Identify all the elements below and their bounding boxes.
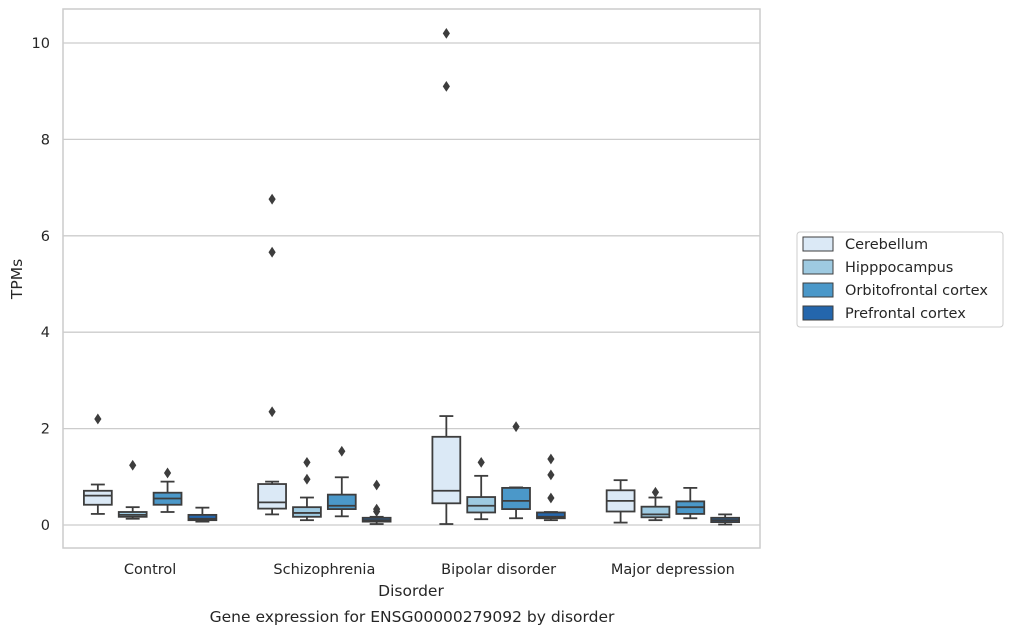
outlier-point xyxy=(477,456,485,468)
x-axis-label: Disorder xyxy=(378,582,444,600)
legend-swatch xyxy=(802,282,834,298)
box-cerebellum-bipolar-disorder xyxy=(431,27,462,525)
box-iqr xyxy=(640,505,671,519)
outlier-point xyxy=(163,467,172,479)
outlier-point xyxy=(373,503,381,515)
outlier-point xyxy=(94,413,102,425)
outlier-point xyxy=(129,459,137,471)
y-tick-label: 4 xyxy=(41,325,50,341)
legend: Cerebellum Hipppocampus Orbitofrontal cort… xyxy=(796,231,1004,328)
box-hipppocampus-major-depression xyxy=(640,486,671,522)
y-tick-label: 10 xyxy=(32,36,50,52)
legend-item: Orbitofrontal cortex xyxy=(802,282,988,299)
box-orbitofrontal-cortex-control xyxy=(152,467,183,513)
box-iqr xyxy=(83,489,113,506)
box-iqr xyxy=(536,511,566,520)
y-tick-label: 2 xyxy=(41,422,50,438)
outlier-point xyxy=(651,486,660,498)
legend-item: Cerebellum xyxy=(802,236,928,253)
outlier-point xyxy=(547,492,555,504)
box-cerebellum-schizophrenia xyxy=(257,193,287,516)
plot-frame xyxy=(62,8,761,549)
box-cerebellum-major-depression xyxy=(605,479,636,524)
outlier-point xyxy=(512,421,520,433)
y-tick-label: 6 xyxy=(41,229,50,245)
x-tick-label: Major depression xyxy=(611,562,735,578)
y-tick-label: 8 xyxy=(41,132,50,148)
legend-frame xyxy=(796,231,1004,328)
box-prefrontal-cortex-bipolar-disorder xyxy=(536,453,566,522)
legend-items: Cerebellum Hipppocampus Orbitofrontal cort… xyxy=(802,236,988,322)
box-prefrontal-cortex-control xyxy=(187,506,218,523)
y-axis-label: TPMs xyxy=(8,259,26,300)
outlier-point xyxy=(268,193,276,205)
box-orbitofrontal-cortex-schizophrenia xyxy=(326,445,357,518)
box-prefrontal-cortex-schizophrenia xyxy=(361,479,392,525)
outlier-point xyxy=(268,246,276,258)
legend-label: Orbitofrontal cortex xyxy=(845,283,988,299)
box-orbitofrontal-cortex-bipolar-disorder xyxy=(501,421,531,520)
legend-item: Hipppocampus xyxy=(802,259,953,276)
outlier-point xyxy=(338,445,346,457)
box-iqr xyxy=(257,483,287,510)
box-iqr xyxy=(431,435,462,505)
legend-swatch xyxy=(802,259,834,275)
outlier-point xyxy=(547,453,555,465)
outlier-point xyxy=(442,27,450,39)
box-hipppocampus-schizophrenia xyxy=(292,456,322,522)
box-iqr xyxy=(292,506,322,518)
outlier-point xyxy=(303,473,311,485)
grid-lines xyxy=(63,42,760,526)
x-tick-label: Control xyxy=(124,562,176,578)
box-iqr xyxy=(466,496,497,514)
legend-swatch xyxy=(802,236,834,252)
box-iqr xyxy=(501,486,531,510)
box-cerebellum-control xyxy=(83,413,113,515)
outlier-point xyxy=(442,80,450,92)
chart-caption: Gene expression for ENSG00000279092 by d… xyxy=(210,608,615,626)
box-prefrontal-cortex-major-depression xyxy=(710,513,740,526)
box-iqr xyxy=(326,493,357,510)
outlier-point xyxy=(547,469,555,481)
box-hipppocampus-control xyxy=(117,459,148,520)
box-hipppocampus-bipolar-disorder xyxy=(466,456,497,521)
outlier-point xyxy=(373,479,381,491)
outlier-point xyxy=(268,406,276,418)
legend-label: Hipppocampus xyxy=(845,260,953,276)
x-tick-labels: Control Schizophrenia Bipolar disorder Majo… xyxy=(124,562,735,578)
box-orbitofrontal-cortex-major-depression xyxy=(675,486,706,520)
x-tick-label: Bipolar disorder xyxy=(441,562,556,578)
y-tick-labels: 0 2 4 6 8 10 xyxy=(32,36,50,534)
x-tick-label: Schizophrenia xyxy=(273,562,375,578)
legend-item: Prefrontal cortex xyxy=(802,305,966,322)
box-iqr xyxy=(187,513,218,522)
outlier-point xyxy=(303,456,311,468)
legend-swatch xyxy=(802,305,834,321)
boxes xyxy=(83,27,740,526)
legend-label: Cerebellum xyxy=(845,237,928,253)
y-tick-label: 0 xyxy=(41,518,50,534)
legend-label: Prefrontal cortex xyxy=(845,306,966,322)
